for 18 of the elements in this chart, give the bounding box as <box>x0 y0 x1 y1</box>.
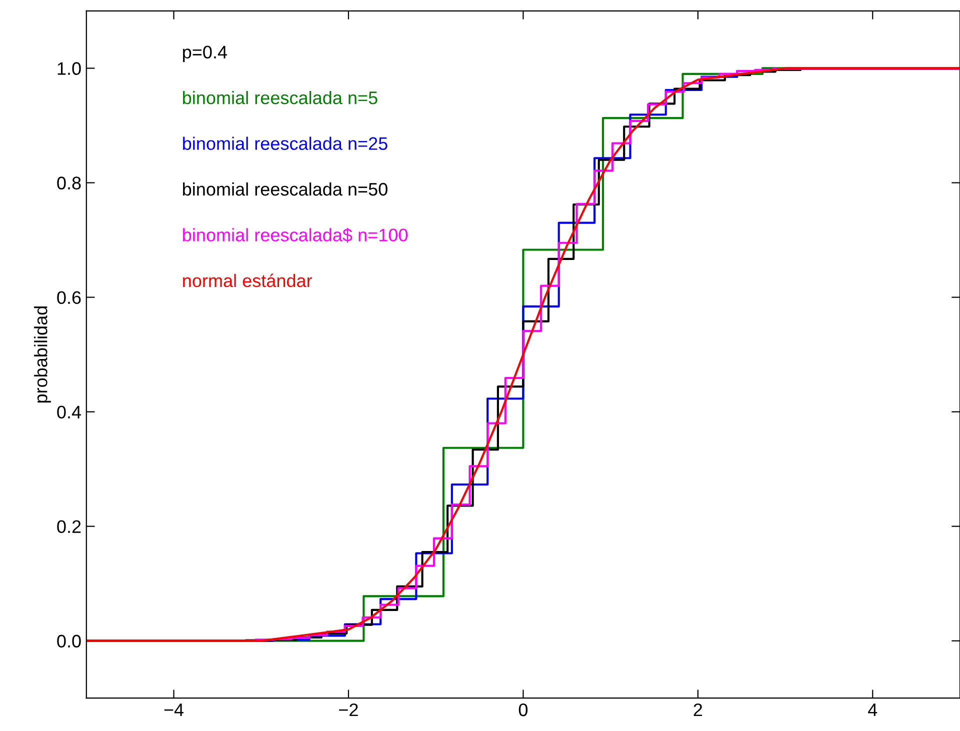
y-tick-label: 0.0 <box>57 634 81 648</box>
y-tick-label: 1.0 <box>58 62 81 75</box>
y-tick-label: 0.6 <box>57 291 81 304</box>
text: binomial reescalada n=5 <box>183 90 378 104</box>
x-tick-label: −4 <box>164 704 184 716</box>
text: binomial reescalada n=50 <box>183 182 388 196</box>
y-tick-label: 0.2 <box>57 520 81 534</box>
x-tick-label: −2 <box>339 703 358 716</box>
x-tick-label: 2 <box>694 703 702 716</box>
text: binomial reescalada$ n=100 <box>183 228 408 242</box>
text: normal estándar <box>183 274 312 288</box>
y-tick-label: 0.8 <box>57 176 81 190</box>
y-tick-label: 0.4 <box>57 406 82 419</box>
legend-title: p=0.4 <box>183 46 228 62</box>
y-axis-title: probabilidad <box>34 306 51 403</box>
text: binomial reescalada n=25 <box>183 136 388 150</box>
x-tick-label: 0 <box>518 703 528 716</box>
x-tick-label: 4 <box>868 704 878 716</box>
